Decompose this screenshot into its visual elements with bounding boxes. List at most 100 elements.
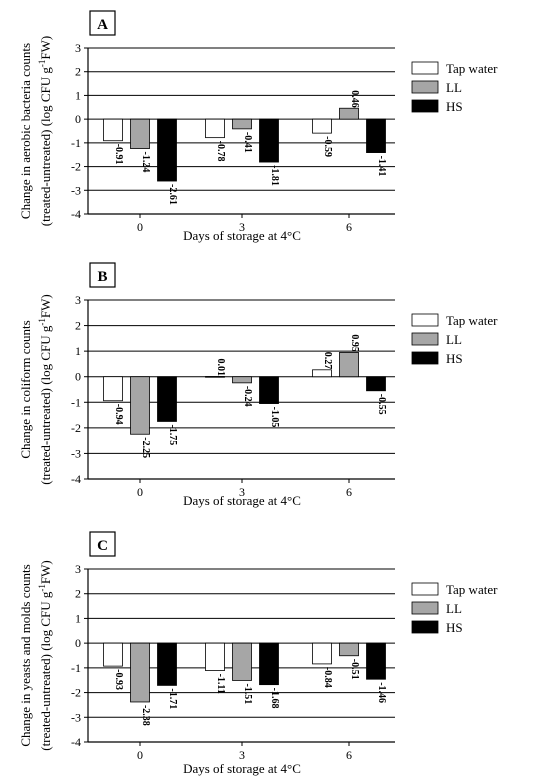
bar-tap-water-day-6 xyxy=(312,369,332,378)
x-axis-label: Days of storage at 4°C xyxy=(183,493,301,508)
data-label: -0.51 xyxy=(349,659,360,680)
y-axis-label-main: (treated-untreated) (log CFU g xyxy=(38,591,53,751)
y-axis-label-end: FW) xyxy=(38,294,53,318)
y-tick-label: 3 xyxy=(75,41,81,55)
bar-ll-day-0 xyxy=(130,118,150,149)
legend-label: HS xyxy=(446,351,463,366)
x-axis-label: Days of storage at 4°C xyxy=(183,761,301,776)
data-label: 0.95 xyxy=(349,334,360,352)
y-tick-label: -1 xyxy=(71,136,81,150)
y-axis-label-line1: Change in yeasts and molds counts xyxy=(18,564,33,746)
y-tick-label: -2 xyxy=(71,421,81,435)
bar-tap-water-day-0 xyxy=(103,118,123,142)
y-axis-label-end: FW) xyxy=(38,36,53,60)
y-axis-label-line2: (treated-untreated) (log CFU g-1FW) xyxy=(37,560,53,751)
data-label: -0.84 xyxy=(322,667,333,688)
x-tick-label: 3 xyxy=(239,485,245,499)
x-tick-label: 0 xyxy=(137,748,143,762)
y-axis-label-superscript: -1 xyxy=(37,60,47,68)
bar-hs-day-6 xyxy=(366,376,386,392)
panel-letter-box xyxy=(89,531,116,557)
legend-label: Tap water xyxy=(446,61,498,76)
data-label: -0.78 xyxy=(215,141,226,162)
data-label: -0.41 xyxy=(242,132,253,153)
y-tick-label: 2 xyxy=(75,319,81,333)
x-tick-label: 3 xyxy=(239,748,245,762)
y-tick-label: 0 xyxy=(75,370,81,384)
x-tick-label: 6 xyxy=(346,748,352,762)
y-axis-label-line2: (treated-untreated) (log CFU g-1FW) xyxy=(37,36,53,227)
bar-ll-day-0 xyxy=(130,376,150,435)
y-tick-label: -2 xyxy=(71,160,81,174)
bar-hs-day-0 xyxy=(157,376,177,422)
data-label: -1.41 xyxy=(376,156,387,177)
y-tick-label: 0 xyxy=(75,636,81,650)
y-axis-label-superscript: -1 xyxy=(37,584,47,592)
legend-swatch-hs xyxy=(411,351,439,365)
y-tick-label: 2 xyxy=(75,65,81,79)
data-label: 0.01 xyxy=(215,358,226,376)
data-label: -0.94 xyxy=(113,404,124,425)
bar-ll-day-0 xyxy=(130,642,150,703)
chart-panel-a: -4 -3 -2 -1 0 1 2 3 0 3 6 -0.91 -0.78 -0.59 -1.24 -0.41… xyxy=(18,10,498,243)
bar-ll-day-6 xyxy=(339,107,359,120)
data-label: -1.51 xyxy=(242,683,253,704)
y-tick-label: 0 xyxy=(75,112,81,126)
data-label: -1.11 xyxy=(215,674,226,694)
bar-tap-water-day-3 xyxy=(205,376,225,378)
data-label: -2.25 xyxy=(140,437,151,458)
bar-ll-day-3 xyxy=(232,376,252,384)
y-tick-label: -2 xyxy=(71,686,81,700)
bar-tap-water-day-3 xyxy=(205,118,225,139)
y-axis-label-line2: (treated-untreated) (log CFU g-1FW) xyxy=(37,294,53,485)
y-tick-label: -1 xyxy=(71,395,81,409)
data-label: -1.71 xyxy=(167,688,178,709)
y-tick-label: -3 xyxy=(71,183,81,197)
bar-hs-day-6 xyxy=(366,118,386,153)
legend-swatch-hs xyxy=(411,620,439,634)
y-axis-label-line1: Change in coliform counts xyxy=(18,320,33,458)
chart-panel-c: -4 -3 -2 -1 0 1 2 3 0 3 6 -0.93 -1.11 -0.84 -2.38 -1.51… xyxy=(18,531,498,776)
data-label: -1.81 xyxy=(269,165,280,186)
data-label: -2.38 xyxy=(140,705,151,726)
legend-swatch-ll xyxy=(411,332,439,346)
legend-label: LL xyxy=(446,80,462,95)
y-tick-label: 3 xyxy=(75,293,81,307)
legend-label: Tap water xyxy=(446,313,498,328)
data-label: -1.46 xyxy=(376,682,387,703)
y-tick-label: 3 xyxy=(75,562,81,576)
y-axis-label-main: (treated-untreated) (log CFU g xyxy=(38,67,53,227)
x-tick-label: 6 xyxy=(346,485,352,499)
x-tick-label: 0 xyxy=(137,220,143,234)
y-tick-label: 1 xyxy=(75,344,81,358)
data-label: -2.61 xyxy=(167,184,178,205)
panel-letter-box xyxy=(89,10,116,36)
data-label: -1.75 xyxy=(167,424,178,445)
legend-swatch-ll xyxy=(411,601,439,615)
bar-tap-water-day-0 xyxy=(103,642,123,667)
bar-ll-day-6 xyxy=(339,642,359,657)
y-axis-label-superscript: -1 xyxy=(37,318,47,326)
legend-swatch-tap-water xyxy=(411,61,439,75)
data-label: -0.24 xyxy=(242,386,253,407)
y-tick-label: 1 xyxy=(75,88,81,102)
bar-hs-day-3 xyxy=(259,642,279,686)
bar-ll-day-6 xyxy=(339,352,359,378)
y-tick-label: -4 xyxy=(71,472,81,486)
legend-label: LL xyxy=(446,332,462,347)
legend-swatch-tap-water xyxy=(411,313,439,327)
data-label: -0.59 xyxy=(322,136,333,157)
legend-swatch-ll xyxy=(411,80,439,94)
bar-hs-day-3 xyxy=(259,376,279,404)
y-tick-label: 1 xyxy=(75,611,81,625)
data-label: -0.91 xyxy=(113,144,124,165)
x-tick-label: 0 xyxy=(137,485,143,499)
y-axis-label-end: FW) xyxy=(38,560,53,584)
bar-hs-day-6 xyxy=(366,642,386,680)
panel-letter: A xyxy=(97,17,108,33)
y-tick-label: -4 xyxy=(71,207,81,221)
bar-tap-water-day-3 xyxy=(205,642,225,671)
legend-label: LL xyxy=(446,601,462,616)
y-tick-label: -3 xyxy=(71,710,81,724)
data-label: -0.93 xyxy=(113,669,124,690)
